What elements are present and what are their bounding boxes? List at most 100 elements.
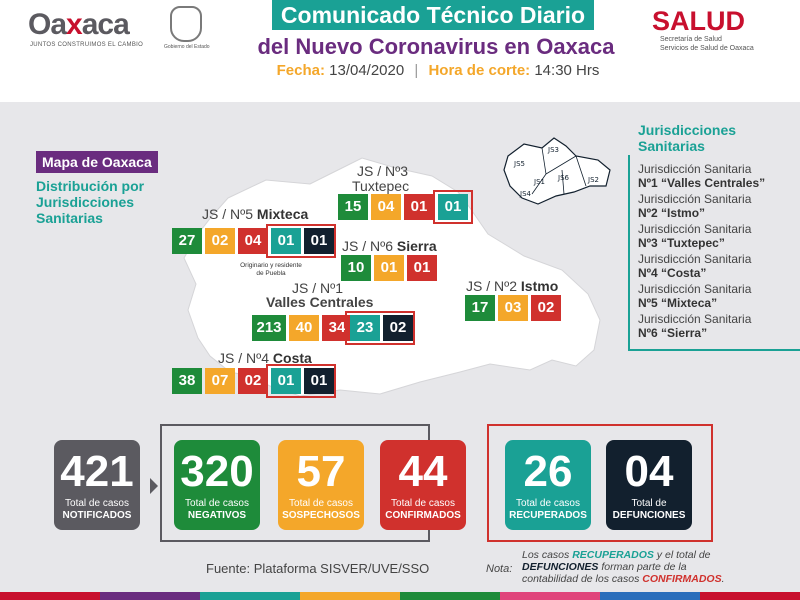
legend-item-js4-line2: Nº4 “Costa”: [638, 266, 707, 280]
js4-sospechosos: 07: [205, 368, 235, 394]
js6-title: JS / Nº6 Sierra: [342, 238, 437, 254]
legend-item-js3-line2: Nº3 “Tuxtepec”: [638, 236, 725, 250]
js6-name: Sierra: [396, 238, 437, 254]
mini-label-js2: JS2: [587, 176, 599, 184]
js5-recuperados: 01: [271, 228, 301, 254]
stat-negativos-value: 320: [180, 447, 254, 496]
js5-values: 27 02 04: [172, 228, 268, 254]
strip-segment: [0, 592, 100, 600]
js1-defunciones: 02: [383, 315, 413, 341]
stat-confirmados: 44 Total de casos CONFIRMADOS: [380, 440, 466, 530]
note-part-4: .: [721, 573, 725, 585]
js1-confirmed-frame: [345, 311, 415, 345]
js4-negativos: 38: [172, 368, 202, 394]
js2-confirmados: 02: [531, 295, 561, 321]
stat-negativos: 320 Total de casos NEGATIVOS: [174, 440, 260, 530]
source-text: Fuente: Plataforma SISVER/UVE/SSO: [206, 561, 430, 576]
state-seal-icon: [170, 6, 202, 42]
stat-recuperados: 26 Total de casos RECUPERADOS: [505, 440, 591, 530]
js4-values: 38 07 02: [172, 368, 268, 394]
origin-note: Originario y residente de Puebla: [240, 262, 302, 277]
js1-outcomes: 23 02: [350, 315, 413, 341]
js5-sospechosos: 02: [205, 228, 235, 254]
mini-label-js6: JS6: [557, 174, 570, 182]
stat-negativos-label2: NEGATIVOS: [187, 510, 247, 521]
note-label: Nota:: [486, 563, 513, 575]
mini-label-js1: JS1: [533, 178, 545, 186]
js1-values: 213 40 34: [252, 315, 352, 341]
js3-outcomes: 01: [438, 194, 468, 220]
legend-item-js5-line2: Nº5 “Mixteca”: [638, 296, 718, 310]
map-subtitle: Distribución por Jurisdicciones Sanitari…: [36, 178, 145, 226]
js6-confirmados: 01: [407, 255, 437, 281]
oaxaca-logo: Oaxaca: [28, 8, 130, 42]
legend-item-js6-line2: Nº6 “Sierra”: [638, 326, 708, 340]
confirmed-bracket: [487, 424, 713, 542]
stat-defunciones-label2: DEFUNCIONES: [612, 510, 686, 521]
legend-line-horizontal: [628, 349, 800, 351]
js4-prefix: JS / Nº4: [218, 350, 270, 366]
js6-values: 10 01 01: [341, 255, 437, 281]
stat-confirmados-label2: CONFIRMADOS: [385, 510, 461, 521]
note-confirmados: CONFIRMADOS: [642, 573, 722, 585]
mini-label-js5: JS5: [513, 160, 525, 168]
js5-defunciones: 01: [304, 228, 334, 254]
fecha-value: 13/04/2020: [329, 62, 405, 79]
strip-segment: [300, 592, 400, 600]
stat-notificados-value: 421: [60, 447, 134, 496]
stat-sospechosos-label2: SOSPECHOSOS: [282, 510, 360, 521]
note-part-2: y el total de: [653, 549, 711, 561]
js4-recuperados: 01: [271, 368, 301, 394]
stat-sospechosos: 57 Total de casos SOSPECHOSOS: [278, 440, 364, 530]
js1-sospechosos: 40: [289, 315, 319, 341]
note-text: Los casos RECUPERADOS y el total de DEFU…: [522, 549, 732, 585]
fecha-label: Fecha:: [276, 62, 325, 79]
strip-segment: [600, 592, 700, 600]
stat-notificados: 421 Total de casos NOTIFICADOS: [54, 440, 140, 530]
tested-bracket-bottom: [160, 540, 430, 542]
salud-logo: SALUD: [652, 6, 745, 36]
js2-title: JS / Nº2 Istmo: [466, 278, 558, 294]
legend-item-js1-line1: Jurisdicción Sanitaria: [638, 162, 752, 176]
js3-confirmed-frame: [433, 190, 473, 224]
stat-defunciones-label1: Total de: [631, 498, 667, 509]
stat-confirmados-label1: Total de casos: [391, 498, 455, 509]
note-part-3: forman parte de la contabilidad de los c…: [522, 561, 687, 585]
js5-title: JS / Nº5 Mixteca: [202, 206, 308, 222]
title-line-2: del Nuevo Coronavirus en Oaxaca: [257, 34, 615, 59]
js5-negativos: 27: [172, 228, 202, 254]
strip-segment: [700, 592, 800, 600]
seal-caption: Gobierno del Estado: [164, 44, 210, 50]
note-defunciones: DEFUNCIONES: [522, 561, 599, 573]
date-separator: |: [414, 62, 419, 79]
strip-segment: [100, 592, 200, 600]
legend-item-js2-line2: Nº2 “Istmo”: [638, 206, 706, 220]
js4-confirmados: 02: [238, 368, 268, 394]
stat-defunciones-value: 04: [624, 447, 674, 496]
legend-item-js4: Jurisdicción Sanitaria Nº4 “Costa”: [638, 252, 751, 280]
decorative-color-strip: [0, 592, 800, 600]
legend-item-js5: Jurisdicción Sanitaria Nº5 “Mixteca”: [638, 282, 751, 310]
legend-item-js6-line1: Jurisdicción Sanitaria: [638, 312, 752, 326]
js4-confirmed-frame: [266, 364, 336, 398]
legend-item-js1-line2: Nº1 “Valles Centrales”: [638, 176, 766, 190]
logo-tagline: JUNTOS CONSTRUIMOS EL CAMBIO: [30, 42, 144, 48]
corte-label: Hora de corte:: [428, 62, 531, 79]
stat-confirmados-value: 44: [398, 447, 448, 496]
logo-text-b: aca: [81, 8, 130, 41]
legend-item-js4-line1: Jurisdicción Sanitaria: [638, 252, 752, 266]
js2-name: Istmo: [520, 278, 559, 294]
legend-item-js5-line1: Jurisdicción Sanitaria: [638, 282, 752, 296]
js5-confirmados: 04: [238, 228, 268, 254]
corte-value: 14:30 Hrs: [534, 62, 600, 79]
js2-prefix: JS / Nº2: [466, 278, 518, 294]
js1-negativos: 213: [252, 315, 286, 341]
stat-notificados-label2: NOTIFICADOS: [62, 510, 132, 521]
js3-name: Tuxtepec: [352, 178, 410, 194]
js3-sospechosos: 04: [371, 194, 401, 220]
js5-prefix: JS / Nº5: [202, 206, 254, 222]
js3-recuperados: 01: [438, 194, 468, 220]
js4-name: Costa: [272, 350, 312, 366]
js5-outcomes: 01 01: [271, 228, 334, 254]
legend-item-js1: Jurisdicción Sanitaria Nº1 “Valles Centra…: [638, 162, 765, 190]
